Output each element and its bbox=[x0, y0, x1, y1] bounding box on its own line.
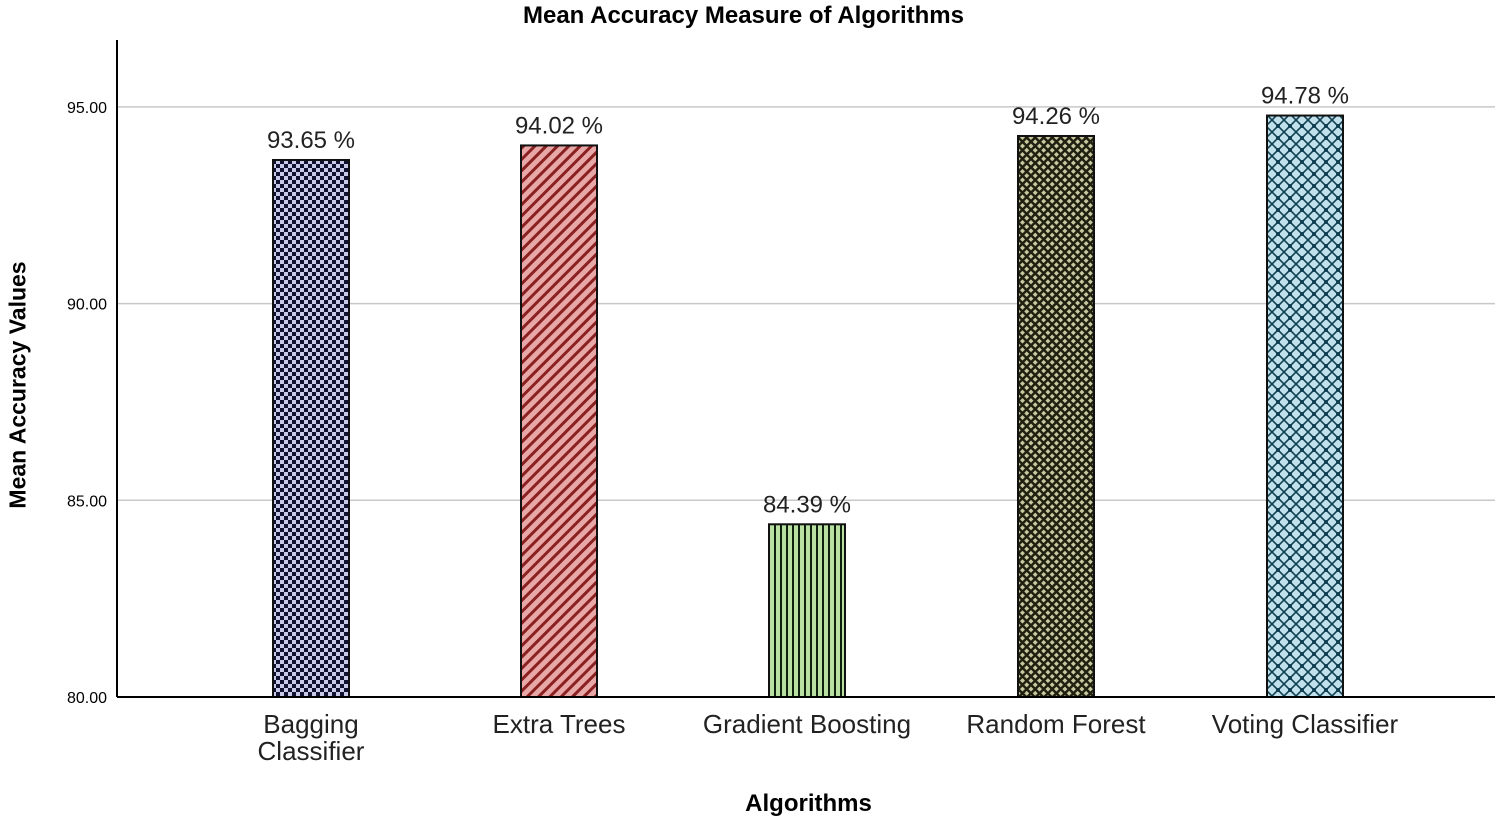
bar bbox=[520, 144, 598, 698]
data-label: 94.26 % bbox=[1012, 103, 1100, 130]
bar bbox=[768, 523, 846, 699]
y-tick-label: 85.00 bbox=[67, 493, 107, 510]
x-axis-label: Algorithms bbox=[745, 790, 872, 817]
data-label: 84.39 % bbox=[763, 491, 851, 518]
bar bbox=[1266, 114, 1344, 698]
y-tick-label: 95.00 bbox=[67, 100, 107, 117]
y-tick-label: 90.00 bbox=[67, 297, 107, 314]
x-tick-label: Bagging bbox=[263, 709, 358, 739]
x-tick-label: Gradient Boosting bbox=[703, 709, 911, 739]
x-tick-label: Extra Trees bbox=[493, 709, 626, 739]
x-tick-label: Voting Classifier bbox=[1212, 709, 1399, 739]
data-label: 93.65 % bbox=[267, 127, 355, 154]
chart-title: Mean Accuracy Measure of Algorithms bbox=[522, 2, 964, 29]
bar bbox=[272, 158, 350, 698]
x-tick-label: Random Forest bbox=[966, 709, 1146, 739]
y-tick-label: 80.00 bbox=[67, 690, 107, 707]
bar bbox=[1017, 134, 1095, 699]
data-label: 94.78 % bbox=[1261, 83, 1349, 110]
x-tick-label: Classifier bbox=[258, 736, 365, 766]
data-label: 94.02 % bbox=[515, 112, 603, 139]
